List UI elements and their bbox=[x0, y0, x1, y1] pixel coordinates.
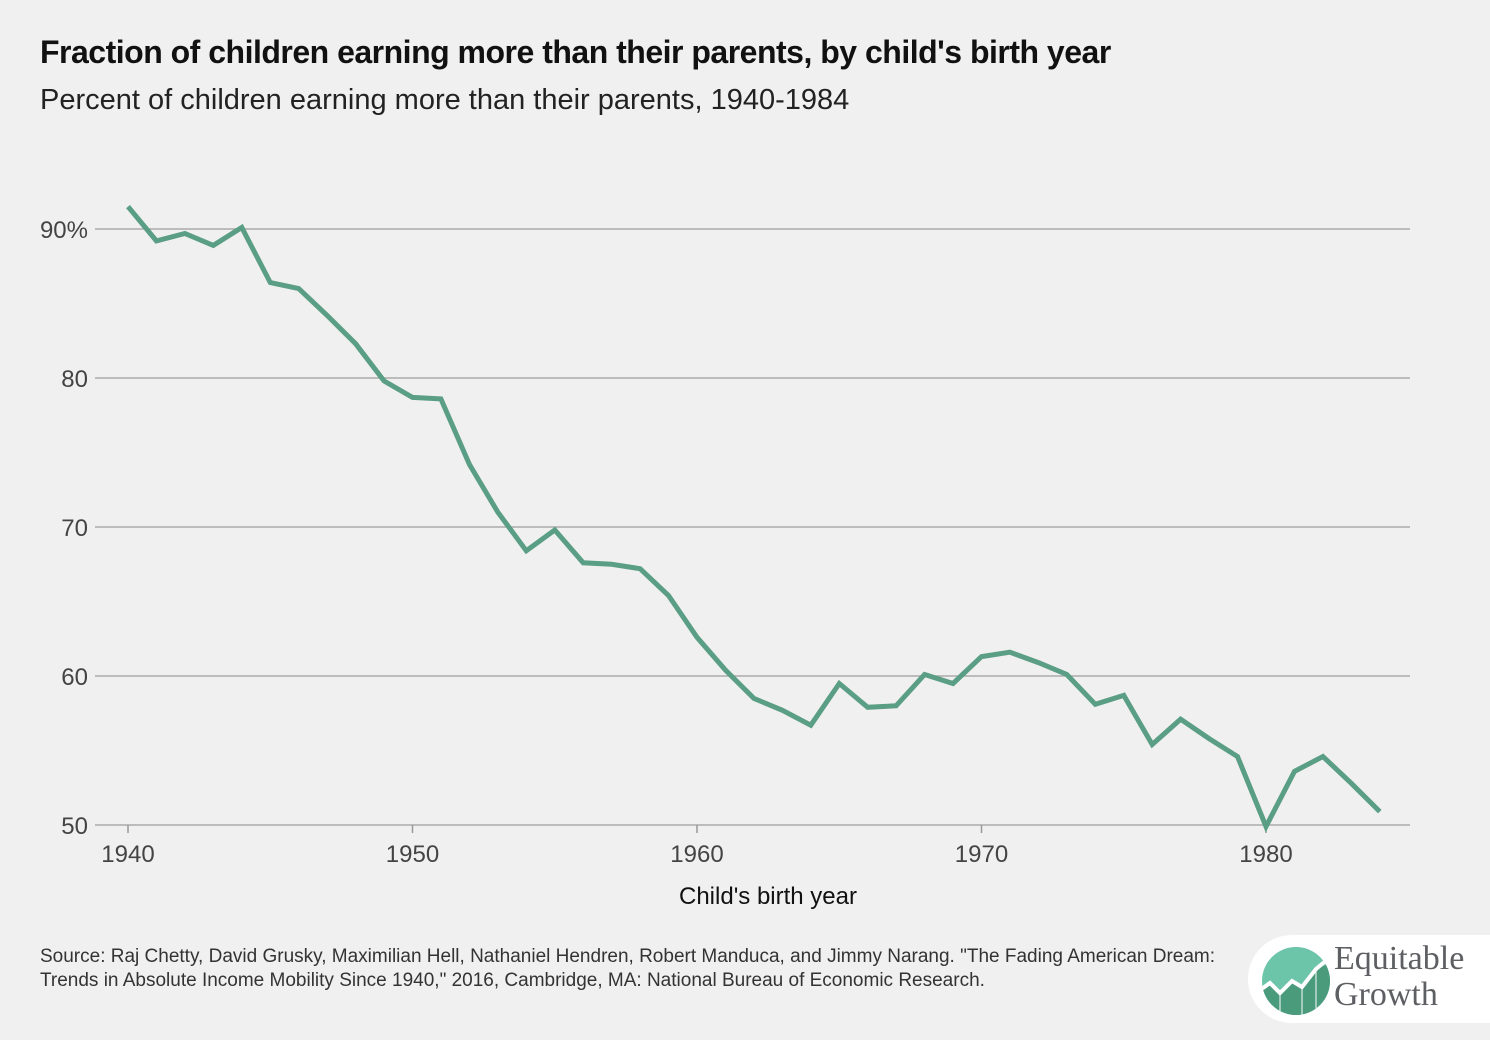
x-tick-label: 1940 bbox=[101, 841, 154, 868]
chart-title: Fraction of children earning more than t… bbox=[40, 34, 1111, 70]
y-tick-label: 70 bbox=[61, 515, 88, 542]
y-tick-label: 50 bbox=[61, 813, 88, 840]
line-chart: 50 60 70 80 90% 1940 1950 1960 1970 1980 Child's… bbox=[40, 205, 1410, 910]
y-tick-label: 60 bbox=[61, 664, 88, 691]
x-tick-label: 1960 bbox=[670, 841, 723, 868]
y-tick-label: 90% bbox=[40, 217, 88, 244]
y-tick-label: 80 bbox=[61, 366, 88, 393]
x-axis-label: Child's birth year bbox=[679, 883, 857, 910]
chart-subtitle: Percent of children earning more than th… bbox=[40, 84, 850, 116]
equitable-growth-logo: Equitable Growth bbox=[1248, 935, 1490, 1023]
logo-chart-icon bbox=[1262, 947, 1330, 1015]
x-tick-label: 1970 bbox=[955, 841, 1008, 868]
series-line bbox=[126, 205, 1382, 833]
x-tick-label: 1950 bbox=[386, 841, 439, 868]
source-note: Source: Raj Chetty, David Grusky, Maximi… bbox=[40, 946, 1216, 991]
x-tick-label: 1980 bbox=[1239, 841, 1292, 868]
logo-text-line1: Equitable bbox=[1334, 940, 1465, 977]
logo-text-line2: Growth bbox=[1334, 976, 1438, 1013]
